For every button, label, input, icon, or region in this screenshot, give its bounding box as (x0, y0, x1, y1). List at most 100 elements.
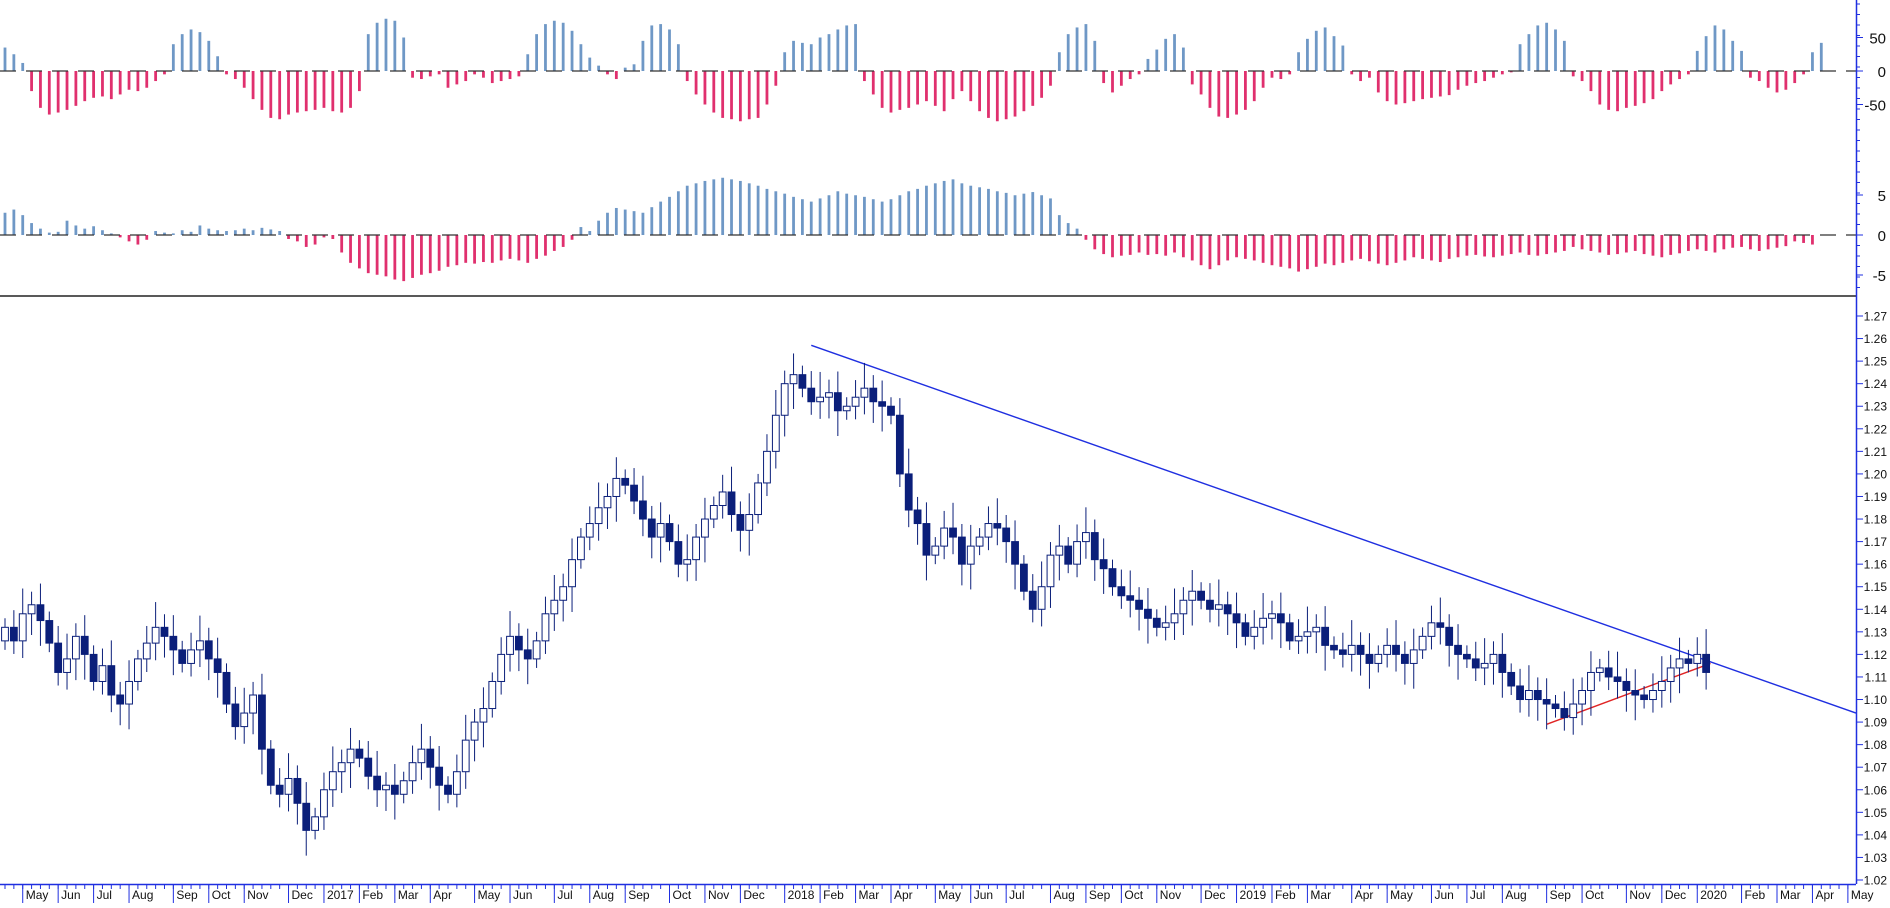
candle-body-up (1675, 658, 1684, 669)
oscillator-1-bar (171, 44, 175, 71)
oscillator-1-bar (1181, 47, 1185, 71)
candlestick (1409, 628, 1418, 689)
oscillator-2-bar (747, 183, 751, 235)
oscillator-1-bar (1757, 71, 1761, 82)
oscillator-1-bar (1217, 71, 1221, 117)
oscillator-2-bar (260, 227, 264, 235)
candle-body-up (1170, 613, 1179, 624)
oscillator-1-bar (1678, 71, 1681, 80)
oscillator-2-bar (1306, 235, 1309, 270)
oscillator-2-bar (756, 185, 760, 235)
oscillator-1-bar (287, 71, 290, 115)
candle-body-down (1604, 667, 1613, 678)
candle-body-down (45, 620, 54, 644)
candlestick (709, 496, 718, 529)
oscillator-1-bar (1802, 71, 1805, 75)
candlestick (1037, 561, 1046, 627)
candle-body-down (1400, 653, 1409, 664)
candle-body-down (869, 387, 878, 403)
candlestick (63, 633, 71, 690)
x-month-label: Sep (1089, 888, 1111, 902)
candle-body-up (612, 477, 621, 497)
oscillator-1-bar (1536, 25, 1540, 71)
oscillator-1-bar (987, 71, 990, 118)
candlestick (417, 723, 426, 780)
oscillator-1-bar (473, 71, 476, 75)
oscillator-2-bar (1013, 195, 1017, 235)
oscillator-1-bar (1819, 42, 1823, 71)
candlestick (816, 371, 825, 419)
oscillator-1-bar (1066, 34, 1070, 71)
candlestick (266, 740, 275, 795)
candlestick (550, 574, 559, 631)
oscillator-1-bar (1164, 38, 1168, 71)
x-month-label: 2018 (788, 888, 815, 902)
candle-body-down (1702, 653, 1711, 673)
candlestick (771, 390, 780, 469)
candlestick (116, 681, 125, 726)
candlestick (1232, 592, 1241, 649)
oscillator-2-bar (1049, 198, 1052, 235)
oscillator-2-bar (668, 196, 671, 235)
oscillator-2-bar (242, 228, 246, 235)
oscillator-1-bar (1040, 71, 1044, 98)
candlestick (240, 687, 249, 744)
candle-body-up (506, 635, 514, 655)
oscillator-2-bar (579, 227, 583, 235)
oscillator-1-bar (1332, 36, 1336, 71)
oscillator-2-bar (712, 179, 716, 235)
oscillator-2-bar (1040, 195, 1044, 235)
oscillator-2-bar (340, 235, 344, 253)
candlestick (683, 534, 692, 582)
oscillator-1-bar (47, 71, 51, 115)
price-ytick-label: 1.17 (1864, 535, 1888, 549)
candle-body-down (116, 694, 125, 705)
oscillator-1-bar (606, 71, 609, 75)
candlestick (754, 473, 763, 524)
oscillator-2-bar (322, 235, 326, 238)
oscillator-2-bar (30, 223, 33, 235)
candlestick (949, 502, 957, 555)
oscillator-2-bar (287, 235, 290, 239)
candle-body-up (311, 816, 320, 831)
candlestick (1, 618, 9, 650)
candlestick (922, 502, 931, 581)
oscillator-1-bar (1394, 71, 1398, 105)
oscillator-1-bar (561, 22, 565, 71)
candlestick (940, 510, 949, 560)
oscillator-2-bar (1492, 235, 1495, 258)
price-ytick-label: 1.03 (1864, 851, 1888, 865)
oscillator-1-bar (1190, 71, 1194, 85)
price-ytick-label: 1.02 (1864, 874, 1888, 888)
candle-body-up (452, 771, 461, 795)
candlestick (435, 745, 444, 811)
candle-body-down (807, 387, 816, 403)
x-month-label: Mar (859, 888, 880, 902)
candle-body-up (320, 789, 328, 818)
oscillator-1-bar (969, 71, 973, 102)
candle-body-up (151, 626, 160, 644)
candlestick (249, 681, 257, 735)
x-month-label: Apr (1815, 888, 1834, 902)
candle-body-down (1126, 595, 1135, 601)
oscillator-1-bar (1155, 49, 1159, 71)
oscillator-1-bar (588, 57, 592, 71)
oscillator-1-bar (136, 71, 140, 92)
candle-body-up (196, 640, 204, 651)
oscillator-1-bar (650, 25, 654, 71)
candlestick (390, 764, 399, 820)
oscillator-2-bar (1722, 235, 1726, 250)
oscillator-2-bar (455, 235, 459, 266)
x-month-label: Feb (1745, 888, 1766, 902)
oscillator-1-bar (1022, 71, 1026, 112)
oscillator-1-bar (1438, 71, 1442, 97)
oscillator-2-bar (1624, 235, 1628, 253)
oscillator-1-bar (544, 24, 547, 72)
oscillator-1-bar (1261, 71, 1265, 88)
candlestick (1560, 691, 1569, 731)
oscillator-2-bar (1208, 235, 1212, 270)
candlestick (851, 380, 860, 420)
price-ytick-label: 1.20 (1864, 467, 1888, 481)
candle-body-down (1108, 568, 1117, 588)
candle-body-up (417, 748, 426, 764)
